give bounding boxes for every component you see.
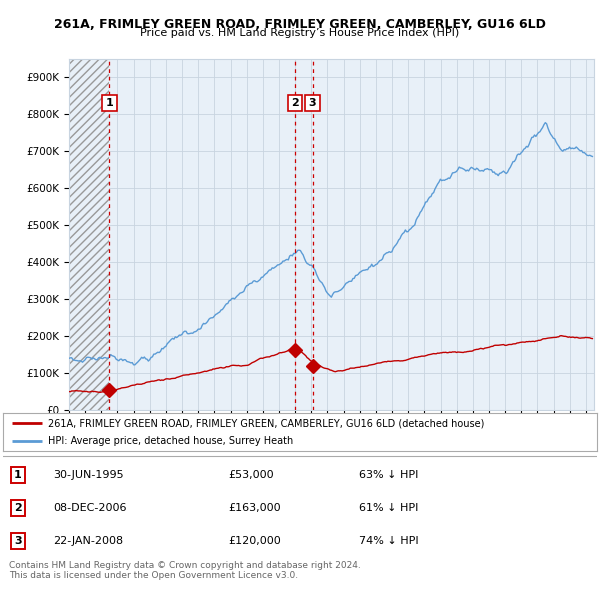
Text: 63% ↓ HPI: 63% ↓ HPI bbox=[359, 470, 419, 480]
Text: 08-DEC-2006: 08-DEC-2006 bbox=[53, 503, 127, 513]
Text: £53,000: £53,000 bbox=[229, 470, 274, 480]
Text: Contains HM Land Registry data © Crown copyright and database right 2024.
This d: Contains HM Land Registry data © Crown c… bbox=[9, 560, 361, 580]
Text: £163,000: £163,000 bbox=[229, 503, 281, 513]
Text: 261A, FRIMLEY GREEN ROAD, FRIMLEY GREEN, CAMBERLEY, GU16 6LD: 261A, FRIMLEY GREEN ROAD, FRIMLEY GREEN,… bbox=[54, 18, 546, 31]
Text: 30-JUN-1995: 30-JUN-1995 bbox=[53, 470, 124, 480]
Text: 261A, FRIMLEY GREEN ROAD, FRIMLEY GREEN, CAMBERLEY, GU16 6LD (detached house): 261A, FRIMLEY GREEN ROAD, FRIMLEY GREEN,… bbox=[47, 418, 484, 428]
Text: Price paid vs. HM Land Registry’s House Price Index (HPI): Price paid vs. HM Land Registry’s House … bbox=[140, 28, 460, 38]
Text: 22-JAN-2008: 22-JAN-2008 bbox=[53, 536, 124, 546]
Text: 1: 1 bbox=[14, 470, 22, 480]
Text: 2: 2 bbox=[291, 98, 299, 108]
Text: £120,000: £120,000 bbox=[229, 536, 281, 546]
Text: 2: 2 bbox=[14, 503, 22, 513]
Text: 74% ↓ HPI: 74% ↓ HPI bbox=[359, 536, 419, 546]
Text: HPI: Average price, detached house, Surrey Heath: HPI: Average price, detached house, Surr… bbox=[47, 436, 293, 446]
Bar bbox=[69, 59, 109, 410]
Text: 61% ↓ HPI: 61% ↓ HPI bbox=[359, 503, 419, 513]
Text: 3: 3 bbox=[309, 98, 316, 108]
Text: 1: 1 bbox=[106, 98, 113, 108]
Text: 3: 3 bbox=[14, 536, 22, 546]
